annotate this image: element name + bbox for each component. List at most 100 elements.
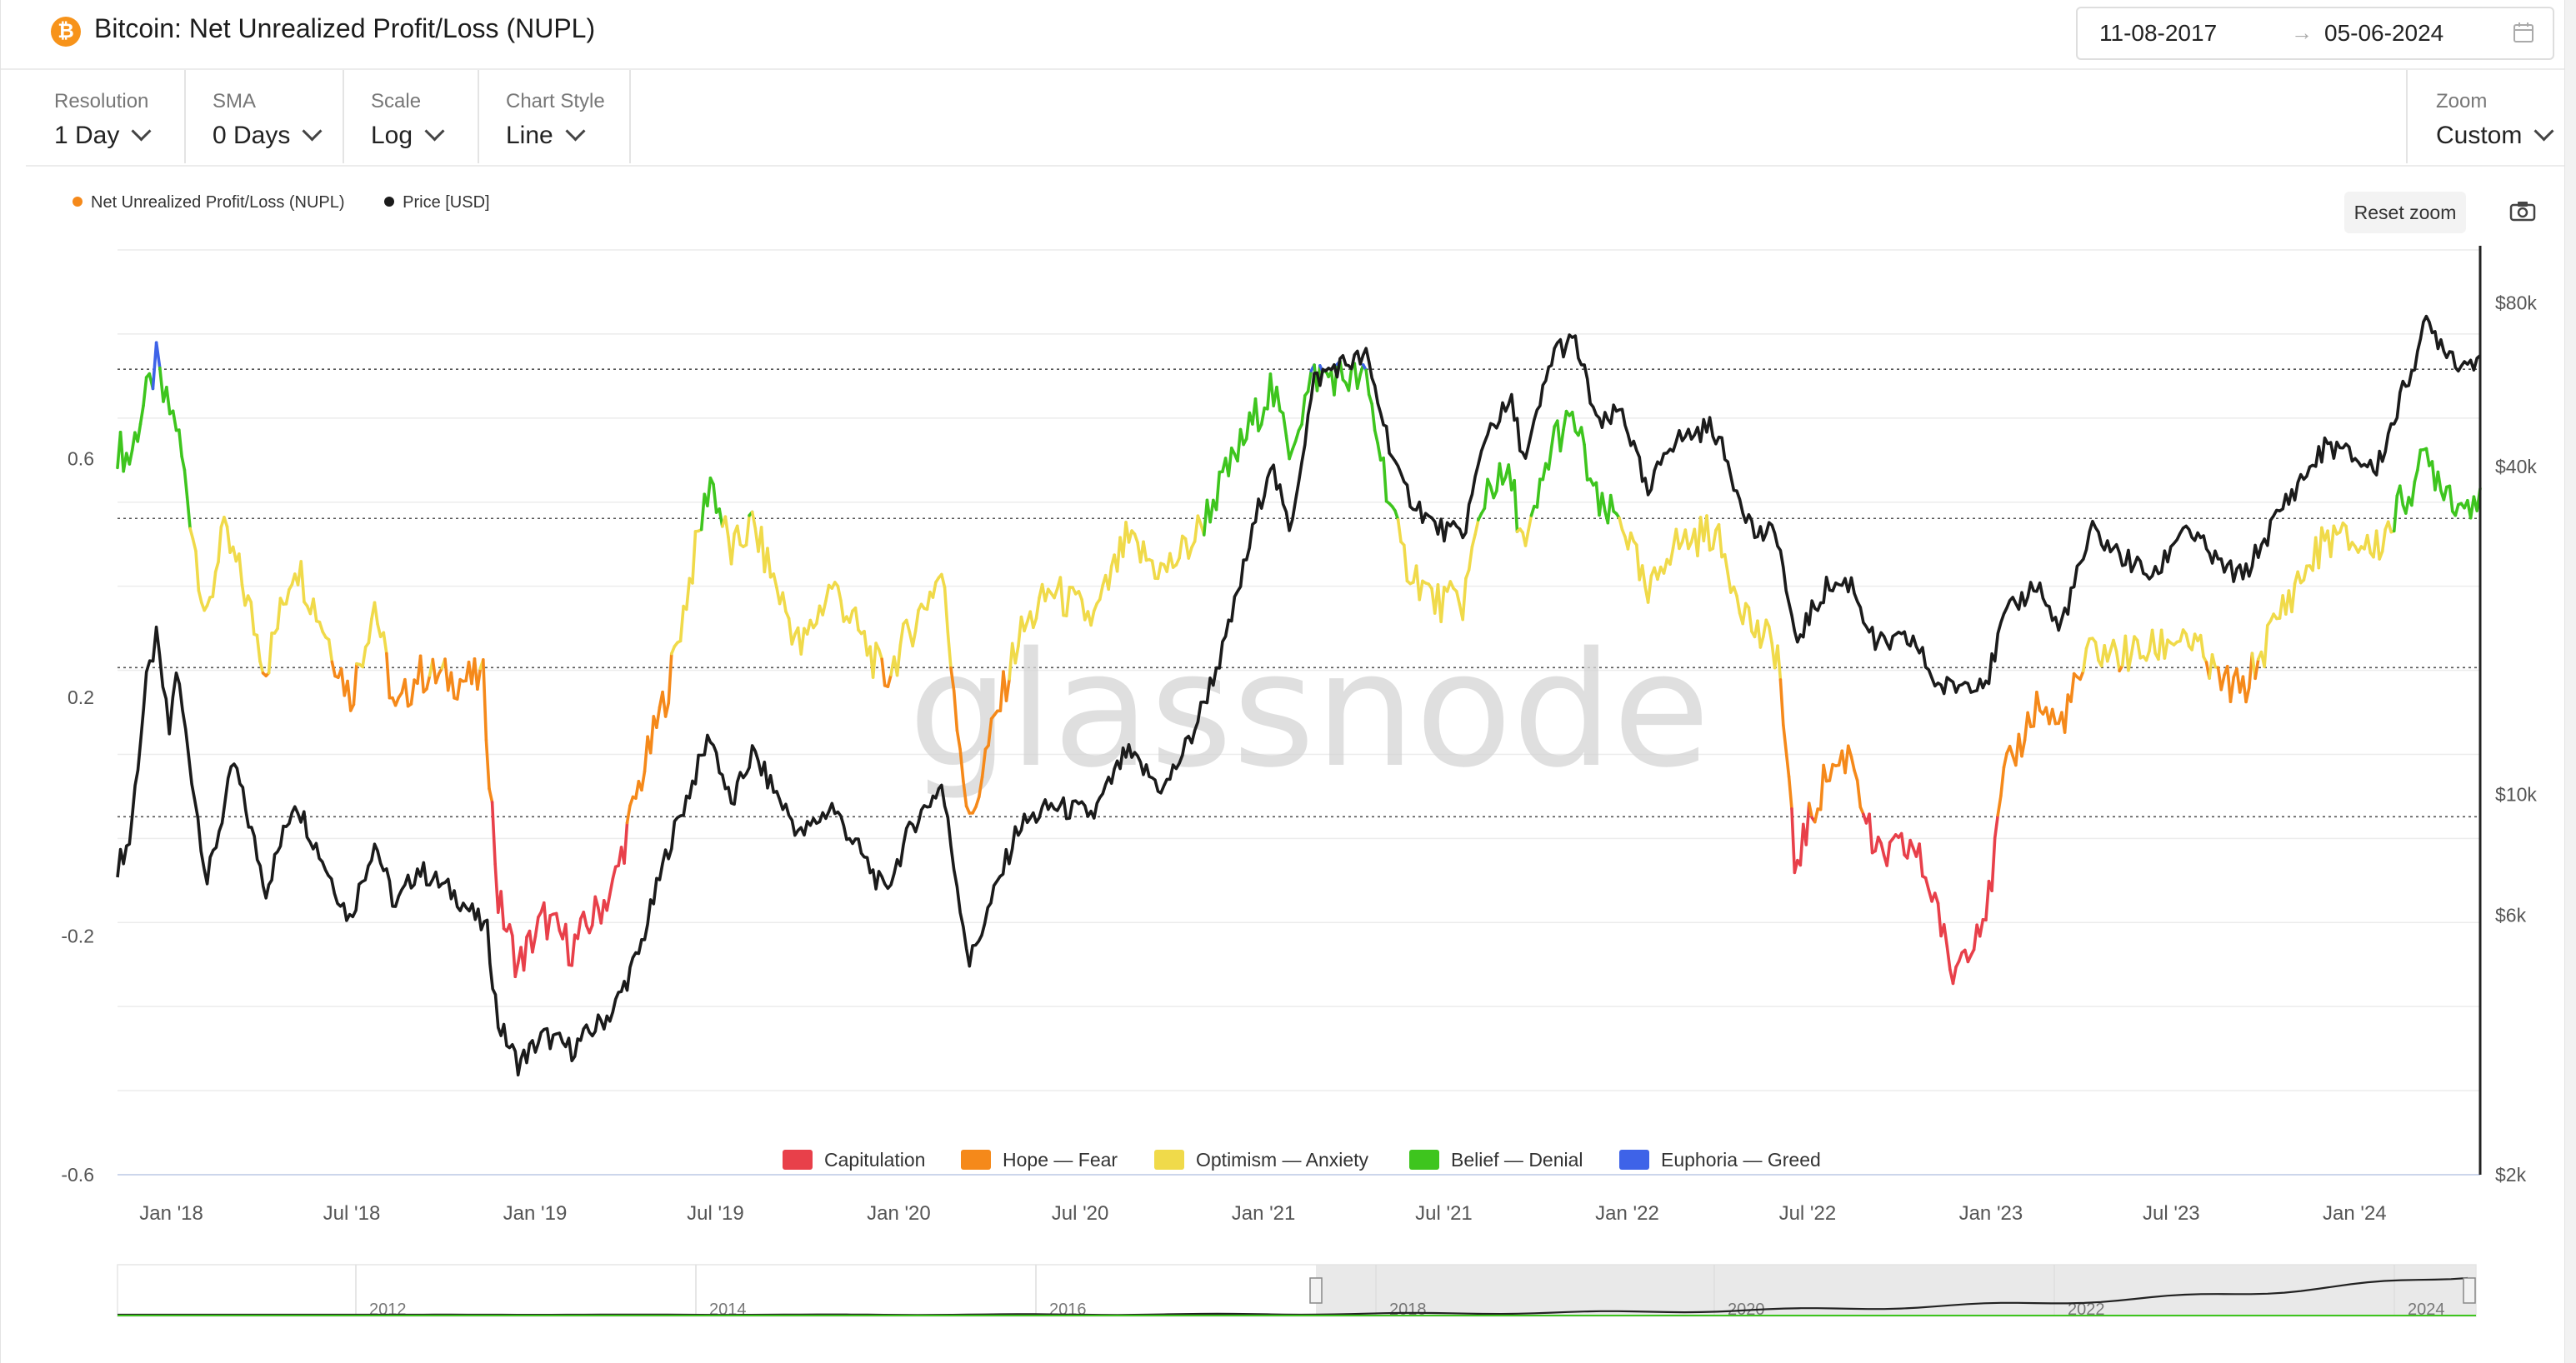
x-tick-label: Jan '22: [1595, 1202, 1659, 1225]
nupl-segment: [1541, 462, 1548, 482]
watermark: glassnode: [908, 618, 1710, 802]
x-tick-label: Jan '18: [139, 1202, 203, 1225]
nupl-segment: [772, 572, 778, 590]
nupl-segment: [611, 865, 618, 881]
chart-style-value[interactable]: Line: [506, 121, 586, 150]
nupl-segment: [2026, 711, 2033, 729]
nupl-segment: [2413, 468, 2419, 484]
legend-swatch: [783, 1150, 813, 1170]
scale-value[interactable]: Log: [371, 121, 445, 150]
nupl-segment: [238, 552, 244, 587]
nupl-segment: [1214, 470, 1222, 512]
nupl-segment: [1507, 463, 1513, 492]
nupl-segment: [1034, 596, 1041, 621]
nupl-segment: [1640, 564, 1647, 589]
nupl-segment: [1393, 509, 1400, 522]
nupl-segment: [533, 916, 540, 938]
nupl-segment: [2127, 652, 2133, 672]
nupl-segment: [2244, 686, 2251, 704]
nupl-segment: [1208, 498, 1215, 524]
nupl-segment: [361, 645, 368, 669]
nupl-segment: [1058, 576, 1065, 617]
nupl-segment: [2424, 447, 2431, 467]
nupl-segment: [570, 933, 577, 967]
nupl-segment: [158, 366, 165, 403]
nupl-segment: [1741, 602, 1748, 626]
nupl-segment: [1668, 546, 1675, 567]
nupl-segment: [2386, 520, 2393, 534]
y-left-tick-label: 0.2: [68, 686, 94, 708]
legend-item-price[interactable]: Price [USD]: [384, 193, 490, 212]
resolution-dropdown[interactable]: Resolution 1 Day: [26, 70, 186, 163]
nupl-segment: [178, 428, 183, 458]
nupl-segment: [781, 591, 788, 613]
chart-style-label: Chart Style: [506, 90, 605, 112]
nupl-segment: [2210, 652, 2217, 669]
legend-item-nupl[interactable]: Net Unrealized Profit/Loss (NUPL): [73, 193, 345, 212]
nupl-segment: [2448, 484, 2454, 513]
nupl-segment: [1004, 677, 1011, 702]
scale-dropdown[interactable]: Scale Log: [343, 70, 479, 163]
nupl-segment: [974, 795, 981, 809]
nupl-segment: [165, 385, 172, 416]
chart-style-dropdown[interactable]: Chart Style Line: [478, 70, 631, 163]
header: ₿ Bitcoin: Net Unrealized Profit/Loss (N…: [1, 0, 2564, 70]
nupl-segment: [949, 666, 956, 693]
legend-item-label: Euphoria — Greed: [1661, 1149, 1821, 1171]
nupl-segment: [240, 582, 247, 607]
legend-item-label: Optimism — Anxiety: [1196, 1149, 1369, 1171]
sma-dropdown[interactable]: SMA 0 Days: [184, 70, 344, 163]
nupl-segment: [138, 403, 145, 426]
nupl-segment: [1747, 606, 1753, 633]
date-start-input[interactable]: 11-08-2017: [2099, 20, 2218, 46]
legend-dot: [384, 196, 395, 207]
nupl-segment: [2163, 638, 2169, 660]
calendar-icon[interactable]: [2513, 22, 2534, 43]
nupl-segment: [185, 496, 192, 531]
date-range-picker[interactable]: 11-08-2017 → 05-06-2024: [2076, 7, 2554, 60]
nupl-segment: [1683, 528, 1690, 551]
nupl-segment: [978, 775, 984, 799]
nupl-segment: [2228, 676, 2236, 704]
nupl-segment: [729, 532, 736, 566]
nupl-segment: [1284, 433, 1291, 461]
nupl-segment: [490, 801, 497, 866]
y-left-tick-label: -0.6: [61, 1164, 94, 1186]
nupl-segment: [952, 689, 959, 732]
sma-value[interactable]: 0 Days: [213, 121, 323, 150]
nupl-segment: [2302, 564, 2308, 582]
nupl-segment: [217, 525, 223, 564]
nupl-segment: [1281, 412, 1288, 437]
nupl-segment: [142, 376, 148, 407]
nupl-segment: [863, 629, 869, 657]
nupl-segment: [367, 617, 373, 645]
nupl-segment: [1470, 532, 1477, 549]
zoom-dropdown[interactable]: Zoom Custom: [2406, 70, 2566, 163]
nupl-segment: [955, 729, 962, 751]
date-end-input[interactable]: 05-06-2024: [2324, 20, 2444, 46]
resolution-value[interactable]: 1 Day: [54, 121, 152, 150]
nupl-segment: [2081, 647, 2088, 673]
nupl-segment: [931, 581, 938, 599]
nupl-segment: [824, 583, 831, 603]
nupl-segment: [1187, 546, 1193, 560]
nupl-segment: [276, 597, 283, 631]
reset-zoom-button[interactable]: Reset zoom: [2344, 192, 2466, 233]
x-tick-label: Jul '22: [1779, 1202, 1837, 1225]
nupl-segment: [1807, 801, 1814, 820]
nupl-segment: [1957, 951, 1964, 963]
nupl-segment: [499, 890, 506, 931]
nupl-segment: [1150, 559, 1157, 580]
nupl-segment: [1370, 402, 1377, 432]
nupl-segment: [1043, 587, 1050, 603]
nupl-segment: [197, 588, 203, 604]
y-right-tick-label: $80k: [2495, 292, 2537, 313]
nupl-segment: [1990, 836, 1997, 892]
nupl-segment: [1306, 369, 1313, 393]
nupl-segment: [2008, 744, 2015, 758]
nupl-segment: [1178, 534, 1184, 560]
zoom-value[interactable]: Custom: [2436, 121, 2554, 150]
nupl-segment: [382, 631, 388, 656]
nupl-segment: [484, 738, 491, 791]
camera-icon[interactable]: [2509, 200, 2536, 222]
